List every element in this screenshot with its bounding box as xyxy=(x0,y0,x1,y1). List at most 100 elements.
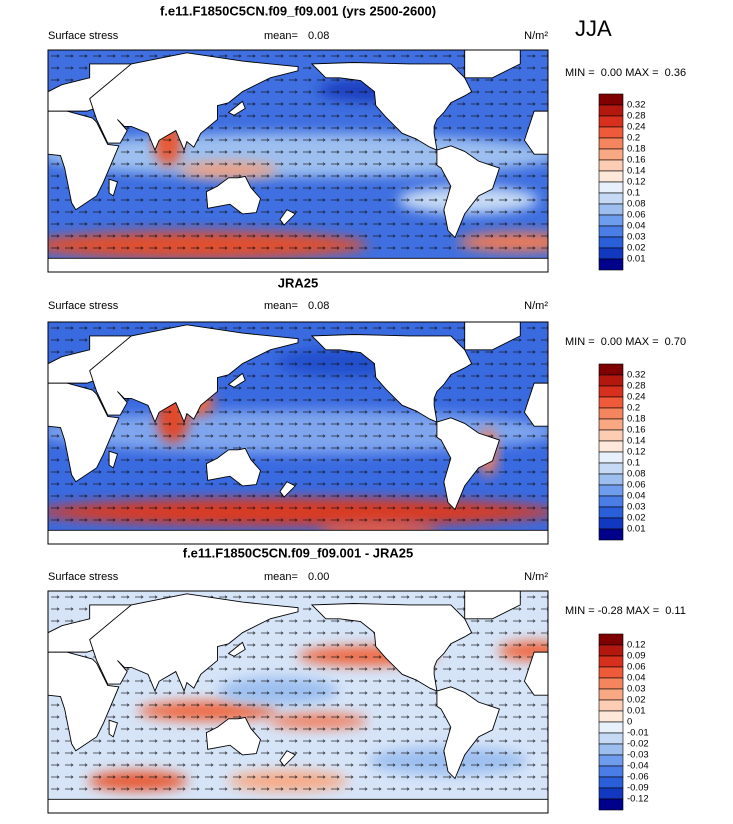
colorbar-box xyxy=(598,765,624,778)
colorbar-box xyxy=(598,247,624,260)
colorbar-label: 0.01 xyxy=(627,254,646,265)
colorbar-label: 0.02 xyxy=(627,243,646,254)
units-label: N/m² xyxy=(524,571,548,583)
colorbar-label: 0.02 xyxy=(627,695,646,706)
colorbar-box xyxy=(598,484,624,497)
colorbar-label: 0.03 xyxy=(627,502,646,513)
colorbar-box xyxy=(598,787,624,800)
colorbar-box xyxy=(598,754,624,767)
colorbar-label: 0.32 xyxy=(627,100,646,111)
colorbar-box xyxy=(598,677,624,690)
colorbar-label: 0.1 xyxy=(627,458,640,469)
colorbar-box xyxy=(598,407,624,420)
colorbar-label: 0.04 xyxy=(627,491,646,502)
colorbar-box xyxy=(598,192,624,205)
colorbar-box xyxy=(598,462,624,475)
mean-label: mean= xyxy=(264,571,298,583)
colorbar-box xyxy=(598,363,624,376)
colorbar-label: 0.14 xyxy=(627,436,646,447)
colorbar-label: 0.1 xyxy=(627,188,640,199)
colorbar-box xyxy=(598,655,624,668)
colorbar-label: 0.18 xyxy=(627,414,646,425)
colorbar-box xyxy=(598,710,624,723)
colorbar-label: 0.04 xyxy=(627,221,646,232)
mean-value: 0.00 xyxy=(308,571,329,583)
colorbar-label: 0.28 xyxy=(627,111,646,122)
colorbar-box xyxy=(598,126,624,139)
colorbar-box xyxy=(598,688,624,701)
colorbar-box xyxy=(598,721,624,734)
colorbar-box xyxy=(598,104,624,117)
mean-value: 0.08 xyxy=(308,300,329,312)
variable-label: Surface stress xyxy=(48,30,119,42)
variable-label: Surface stress xyxy=(48,300,119,312)
colorbar-label: 0.24 xyxy=(627,392,646,403)
colorbar-label: -0.03 xyxy=(627,750,649,761)
colorbar-box xyxy=(598,798,624,811)
colorbar-box xyxy=(598,115,624,128)
colorbar-box xyxy=(598,506,624,519)
colorbar-box xyxy=(598,93,624,106)
colorbar-box xyxy=(598,633,624,646)
colorbar-box xyxy=(598,666,624,679)
colorbar-label: -0.12 xyxy=(627,794,649,805)
colorbar-box xyxy=(598,214,624,227)
colorbar-label: 0.16 xyxy=(627,155,646,166)
colorbar-box xyxy=(598,743,624,756)
colorbar-label: 0.12 xyxy=(627,177,646,188)
min-max-label: MIN = 0.00 MAX = 0.36 xyxy=(565,67,686,79)
colorbar-label: 0.02 xyxy=(627,513,646,524)
colorbar-box xyxy=(598,495,624,508)
colorbar-box xyxy=(598,517,624,530)
colorbar-box xyxy=(598,440,624,453)
colorbar-label: 0.12 xyxy=(627,447,646,458)
map-border xyxy=(47,321,549,545)
colorbar-box xyxy=(598,170,624,183)
colorbar-label: 0.24 xyxy=(627,122,646,133)
colorbar-label: 0.18 xyxy=(627,144,646,155)
colorbar-label: 0.28 xyxy=(627,381,646,392)
units-label: N/m² xyxy=(524,300,548,312)
colorbar-box xyxy=(598,258,624,271)
mean-label: mean= xyxy=(264,30,298,42)
colorbar-label: 0.09 xyxy=(627,651,646,662)
colorbar-label: -0.02 xyxy=(627,739,649,750)
colorbar-box xyxy=(598,236,624,249)
min-max-label: MIN = -0.28 MAX = 0.11 xyxy=(565,605,686,617)
colorbar-label: 0.01 xyxy=(627,524,646,535)
colorbar-box xyxy=(598,385,624,398)
colorbar-label: -0.06 xyxy=(627,772,649,783)
map-border xyxy=(47,590,549,814)
colorbar-label: -0.04 xyxy=(627,761,649,772)
colorbar-label: 0.2 xyxy=(627,403,640,414)
mean-label: mean= xyxy=(264,300,298,312)
colorbar-label: 0.32 xyxy=(627,370,646,381)
season-label: JJA xyxy=(575,16,612,41)
colorbar-label: -0.01 xyxy=(627,728,649,739)
units-label: N/m² xyxy=(524,30,548,42)
colorbar-box xyxy=(598,473,624,486)
colorbar-box xyxy=(598,225,624,238)
colorbar-box xyxy=(598,396,624,409)
colorbar-label: 0.06 xyxy=(627,210,646,221)
map-panel xyxy=(48,591,548,813)
colorbar-label: -0.09 xyxy=(627,783,649,794)
colorbar-box xyxy=(598,451,624,464)
colorbar-box xyxy=(598,528,624,541)
colorbar-box xyxy=(598,159,624,172)
colorbar-box xyxy=(598,644,624,657)
colorbar-label: 0.16 xyxy=(627,425,646,436)
colorbar-label: 0.14 xyxy=(627,166,646,177)
colorbar-label: 0.03 xyxy=(627,684,646,695)
min-max-label: MIN = 0.00 MAX = 0.70 xyxy=(565,336,686,348)
colorbar-box xyxy=(598,732,624,745)
colorbar-label: 0.01 xyxy=(627,706,646,717)
colorbar-label: 0.06 xyxy=(627,662,646,673)
colorbar-box xyxy=(598,418,624,431)
variable-label: Surface stress xyxy=(48,571,119,583)
colorbar-box xyxy=(598,374,624,387)
colorbar-label: 0.04 xyxy=(627,673,646,684)
colorbar-label: 0.12 xyxy=(627,640,646,651)
colorbar-label: 0.2 xyxy=(627,133,640,144)
